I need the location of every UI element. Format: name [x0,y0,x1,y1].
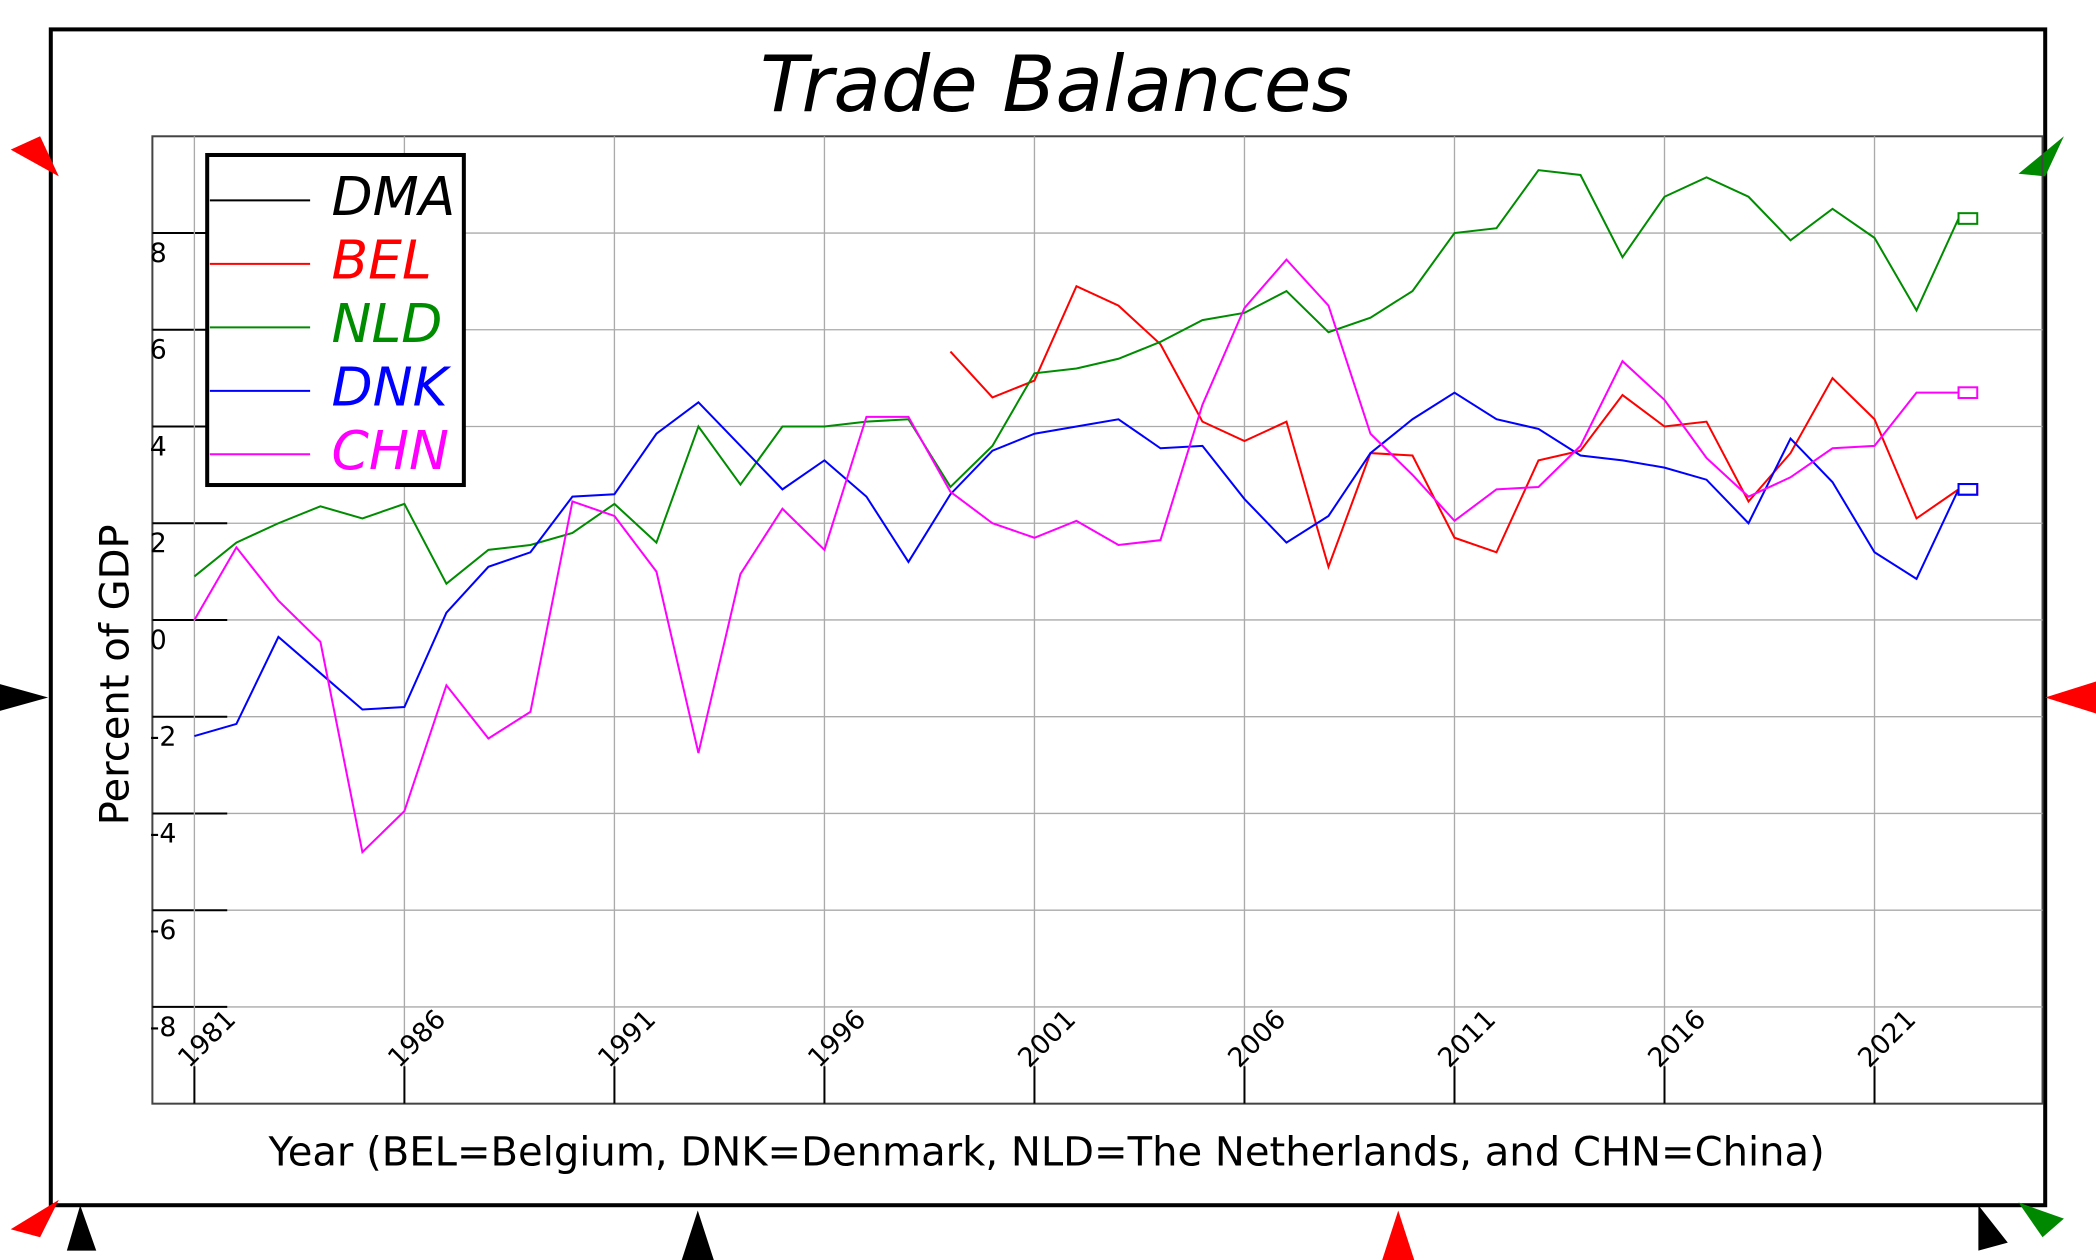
y-tick-label: 8 [150,238,167,269]
marker [66,1205,97,1251]
y-tick-label: 0 [150,625,167,656]
y-tick-label: -8 [150,1012,177,1043]
marker [681,1210,714,1260]
series-line [949,284,1960,570]
marker [2018,1202,2064,1238]
marker [0,684,49,711]
marker [10,1199,59,1238]
frame [48,27,2048,1208]
marker [10,136,59,177]
y-axis-label: Percent of GDP [93,524,139,825]
legend-box [205,152,466,488]
marker [1978,1205,2008,1251]
end-marker [1957,212,1979,225]
legend-label: NLD [332,292,443,355]
chart-title: Trade Balances [760,40,1352,130]
y-tick-label: -2 [150,722,177,753]
marker [2018,136,2064,177]
series-line [194,391,1960,738]
series-line [193,169,1960,586]
end-marker [1957,483,1979,496]
marker [1382,1210,1415,1260]
y-tick-label: 6 [150,335,167,366]
series-line [193,258,1959,855]
y-tick-label: 2 [150,528,167,559]
legend-label: CHN [332,419,449,482]
end-marker [1957,386,1979,399]
y-tick-label: -6 [150,915,177,946]
y-tick-label: 4 [150,431,167,462]
marker [2045,681,2096,714]
legend-label: DNK [332,355,452,418]
x-axis-label: Year (BEL=Belgium, DNK=Denmark, NLD=The … [268,1129,1825,1175]
legend-label: BEL [332,229,432,292]
legend-label: DMA [332,165,456,228]
y-tick-label: -4 [150,818,177,849]
